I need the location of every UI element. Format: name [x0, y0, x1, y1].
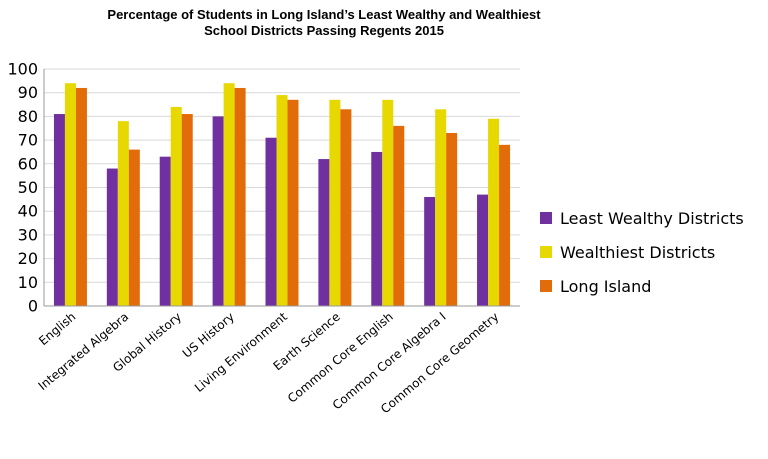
bar — [446, 132, 458, 306]
legend-swatch — [540, 212, 552, 224]
bar — [382, 99, 394, 306]
bar — [287, 99, 299, 306]
bar — [424, 196, 436, 306]
legend-label: Long Island — [560, 277, 651, 296]
y-tick-label: 90 — [18, 83, 38, 102]
x-tick-label: English — [36, 310, 78, 349]
bar — [170, 106, 182, 306]
bar — [340, 109, 352, 306]
y-tick-label: 20 — [18, 249, 38, 268]
bar — [499, 144, 511, 306]
chart-title: Percentage of Students in Long Island’s … — [107, 7, 541, 38]
chart-title-line-2: School Districts Passing Regents 2015 — [204, 23, 444, 38]
y-tick-label: 0 — [28, 297, 38, 316]
bar — [477, 194, 489, 306]
x-tick-label: Common Core English — [285, 310, 396, 406]
bar — [117, 121, 129, 306]
bar — [64, 83, 76, 306]
axes — [43, 69, 520, 307]
bar — [329, 99, 341, 306]
bar — [212, 116, 224, 307]
legend-label: Wealthiest Districts — [560, 243, 715, 262]
y-tick-label: 80 — [18, 107, 38, 126]
bar — [75, 87, 87, 307]
bar — [159, 156, 171, 306]
bar — [265, 137, 277, 306]
bar — [181, 114, 193, 306]
legend-swatch — [540, 246, 552, 258]
x-tick-label: Living Environment — [192, 309, 290, 395]
x-tick-label: Integrated Algebra — [36, 310, 132, 393]
bar — [435, 109, 447, 306]
bar — [106, 168, 118, 306]
y-tick-label: 60 — [18, 154, 38, 173]
bar — [276, 95, 288, 306]
bar — [318, 159, 330, 306]
y-tick-label: 10 — [18, 273, 38, 292]
y-tick-label: 50 — [18, 178, 38, 197]
y-tick-label: 30 — [18, 225, 38, 244]
y-axis-ticks: 0 10 20 30 40 50 60 70 80 90 100 — [7, 60, 38, 316]
bar — [223, 83, 235, 306]
y-tick-label: 40 — [18, 202, 38, 221]
legend-swatch — [540, 280, 552, 292]
y-tick-label: 70 — [18, 131, 38, 150]
bar — [128, 149, 140, 306]
bar — [53, 114, 65, 306]
chart-title-line-1: Percentage of Students in Long Island’s … — [107, 7, 541, 22]
bar — [393, 125, 405, 306]
bar — [488, 118, 500, 307]
legend-label: Least Wealthy Districts — [560, 209, 744, 228]
bar — [234, 87, 246, 307]
bar — [371, 151, 383, 306]
y-tick-label: 100 — [7, 60, 38, 79]
bars — [53, 83, 511, 307]
legend: Least Wealthy Districts Wealthiest Distri… — [540, 209, 744, 296]
